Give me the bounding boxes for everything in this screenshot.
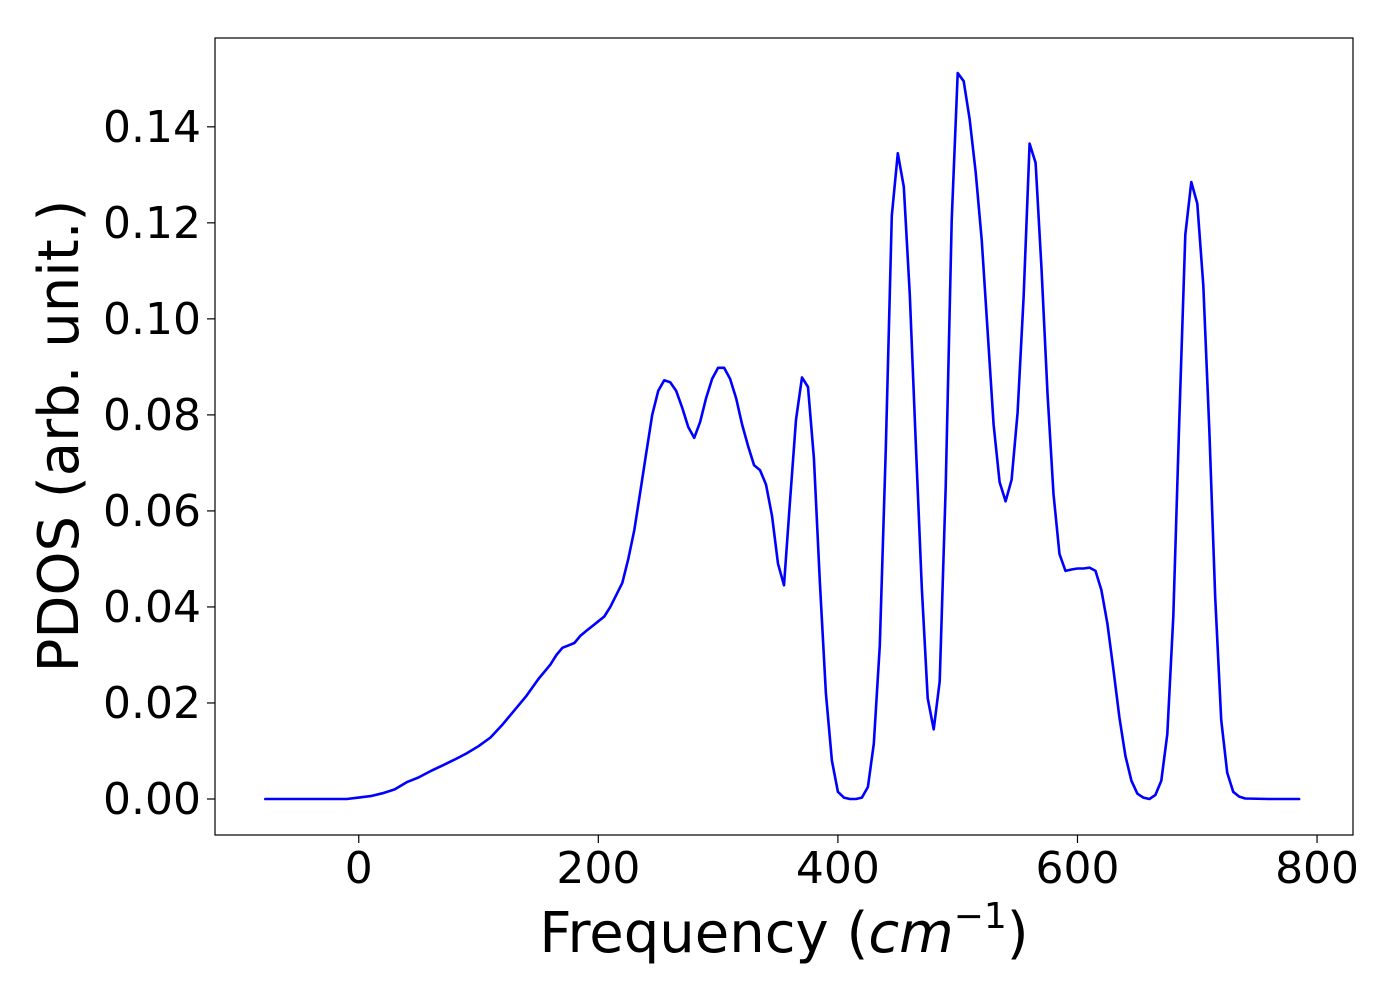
y-axis-label: PDOS (arb. unit.): [27, 200, 92, 673]
x-tick-label: 0: [345, 843, 373, 894]
y-tick-label: 0.14: [103, 102, 201, 153]
series-line-0: [264, 71, 1301, 801]
x-axis-label-unit: cm: [868, 901, 953, 966]
x-tick-label: 200: [556, 843, 640, 894]
y-tick-label: 0.00: [103, 774, 201, 825]
x-axis: 0 200 400 600 800: [345, 835, 1359, 894]
plot-frame: [214, 37, 1354, 836]
x-axis-label: Frequency (cm−1): [539, 896, 1028, 966]
x-axis-label-prefix: Frequency (: [539, 901, 868, 966]
y-tick-label: 0.04: [103, 582, 201, 633]
y-tick-label: 0.02: [103, 678, 201, 729]
x-axis-label-suffix: ): [1007, 901, 1029, 966]
y-tick-label: 0.12: [103, 198, 201, 249]
plot-area: [264, 71, 1301, 801]
x-tick-label: 400: [796, 843, 880, 894]
y-axis: 0.00 0.02 0.04 0.06 0.08 0.10 0.12 0.14: [103, 102, 215, 825]
x-tick-label: 600: [1035, 843, 1119, 894]
x-tick-label: 800: [1275, 843, 1359, 894]
x-axis-label-exponent: −1: [954, 896, 1007, 937]
y-tick-label: 0.10: [103, 294, 201, 345]
y-tick-label: 0.06: [103, 486, 201, 537]
y-tick-label: 0.08: [103, 390, 201, 441]
